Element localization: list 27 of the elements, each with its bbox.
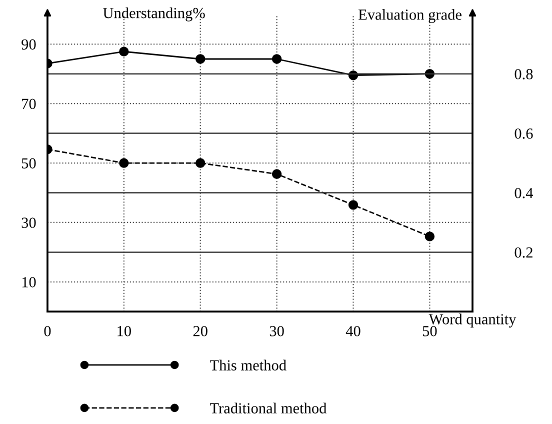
- legend-label: This method: [210, 360, 286, 370]
- y-tick-label: 70: [22, 98, 36, 110]
- y2-axis-title: Evaluation grade: [358, 9, 462, 23]
- x-tick-label: 30: [270, 326, 284, 336]
- legend-label: Traditional method: [210, 402, 327, 414]
- point: [196, 158, 206, 168]
- point: [424, 232, 435, 242]
- y2-tick-label: 0.2: [514, 247, 532, 258]
- y-tick-label: 30: [22, 218, 36, 228]
- point: [348, 200, 358, 210]
- y2-tick-label: 0.6: [514, 128, 533, 139]
- point: [119, 46, 129, 56]
- y-tick-label: 90: [22, 39, 36, 50]
- x-tick-label: 20: [193, 326, 208, 336]
- y-tick-label: 50: [22, 158, 36, 168]
- x-tick-label: 40: [346, 326, 360, 336]
- y2-tick-label: 0.4: [514, 188, 534, 198]
- point: [196, 54, 206, 64]
- x-tick-label: 10: [118, 326, 131, 336]
- y-tick-label: 10: [22, 277, 36, 288]
- x-tick-label: 0: [44, 326, 51, 336]
- x-tick-label: 50: [422, 326, 437, 336]
- y-axis-title: Understanding%: [103, 7, 205, 22]
- point: [119, 158, 129, 168]
- y2-tick-label: 0.8: [514, 69, 533, 80]
- point: [272, 54, 282, 64]
- point: [272, 169, 282, 179]
